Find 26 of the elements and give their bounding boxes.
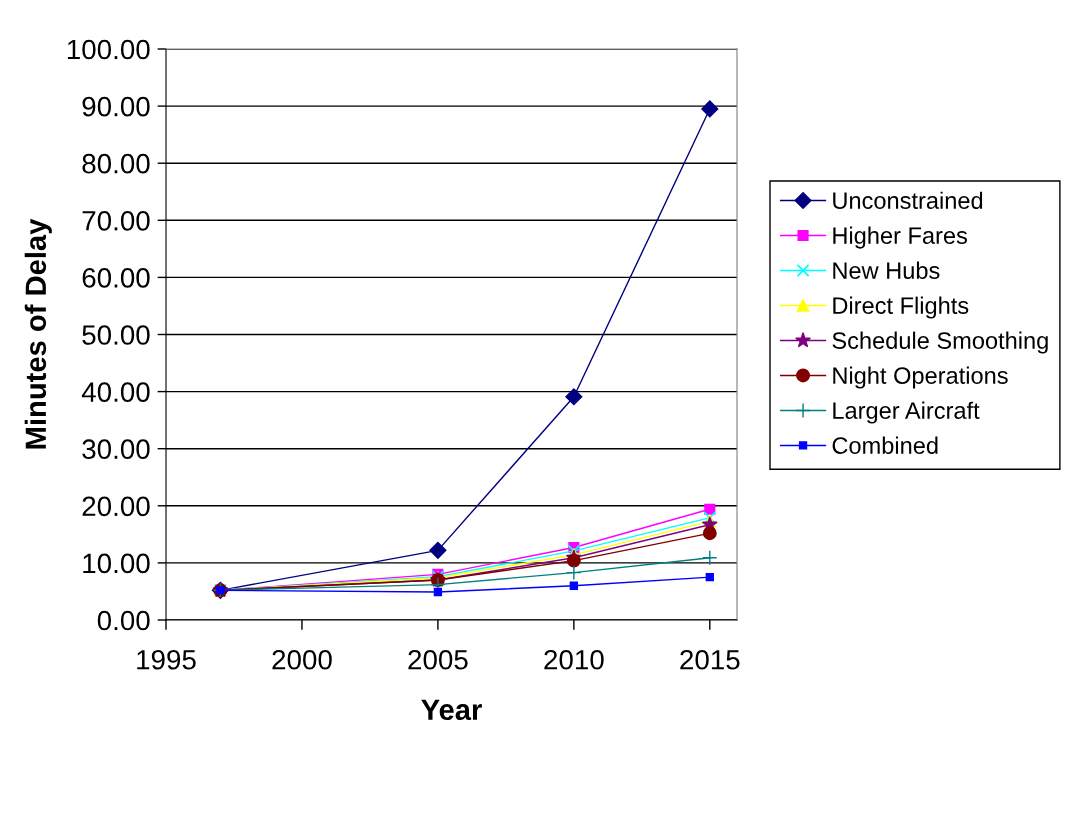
y-tick-label: 10.00 — [83, 553, 150, 574]
y-tick-label: 20.00 — [82, 496, 150, 517]
y-tick-label: 50.00 — [82, 325, 150, 345]
legend-label: Higher Fares — [833, 226, 967, 249]
legend-label: New Hubs — [833, 261, 940, 279]
legend-label: Larger Aircraft — [833, 401, 980, 424]
legend-label: Unconstrained — [833, 191, 983, 209]
y-tick-label: 0.00 — [97, 610, 150, 631]
legend-label: Direct Flights — [833, 296, 969, 319]
y-tick-label: 90.00 — [82, 96, 150, 117]
y-tick-label: 60.00 — [82, 268, 150, 288]
legend-label: Combined — [832, 436, 938, 454]
y-tick-label: 30.00 — [82, 439, 150, 460]
x-tick-label: 2005 — [408, 649, 468, 670]
legend-label: Night Operations — [833, 366, 1008, 389]
x-axis-title: Year — [421, 699, 482, 721]
x-tick-label: 2015 — [680, 649, 740, 670]
y-tick-label: 80.00 — [82, 153, 150, 174]
y-tick-label: 100.00 — [67, 39, 150, 60]
x-tick-label: 2000 — [272, 649, 332, 670]
y-tick-label: 40.00 — [81, 382, 150, 402]
y-tick-label: 70.00 — [82, 210, 150, 231]
legend-label: Schedule Smoothing — [832, 331, 1048, 354]
x-tick-label: 2010 — [544, 649, 604, 670]
y-axis-title: Minutes of Delay — [24, 218, 52, 449]
x-tick-label: 1995 — [137, 649, 196, 670]
